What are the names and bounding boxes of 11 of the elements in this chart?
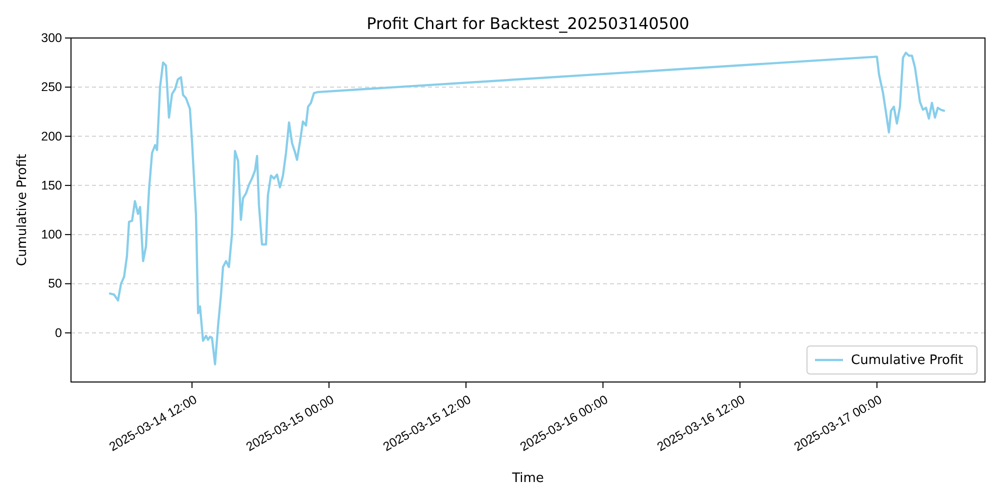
y-tick-label: 200 [41, 129, 62, 144]
y-tick-label: 0 [55, 326, 62, 340]
legend-label: Cumulative Profit [851, 353, 964, 368]
y-axis-title: Cumulative Profit [15, 154, 30, 266]
y-tick-label: 50 [48, 276, 62, 291]
chart-title: Profit Chart for Backtest_202503140500 [366, 14, 690, 33]
x-axis-title: Time [511, 471, 544, 486]
y-tick-label: 300 [41, 31, 62, 45]
y-tick-label: 250 [41, 80, 62, 94]
y-tick-label: 100 [41, 228, 62, 242]
y-tick-label: 150 [41, 178, 62, 192]
